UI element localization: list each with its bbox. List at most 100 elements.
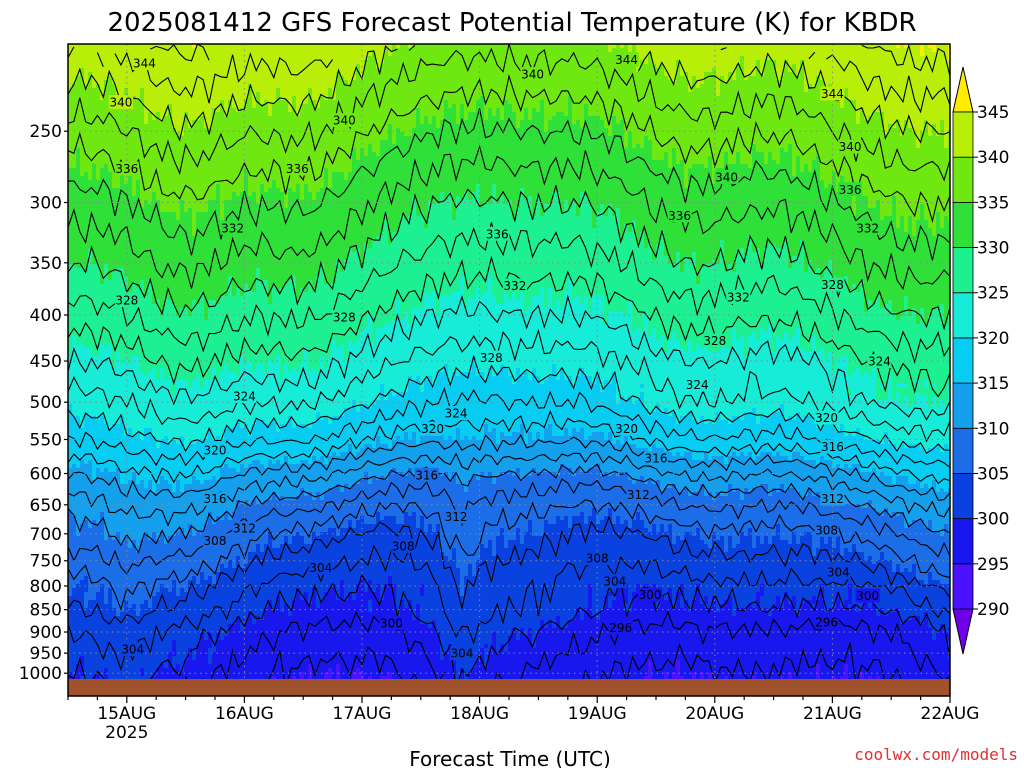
contour-label: 336 [839,183,862,197]
y-tick-label: 750 [30,552,62,572]
colorbar-label: 340 [977,148,1009,168]
x-tick-label: 22AUG [921,704,980,724]
colorbar-label: 300 [977,510,1009,530]
y-tick-label: 900 [30,623,62,643]
contour-label: 336 [486,227,509,241]
contour-label: 308 [586,552,609,566]
x-tick-label: 19AUG [568,704,627,724]
contour-line-302 [68,544,950,672]
contour-label: 308 [204,534,227,548]
x-tick-label: 20AUG [685,704,744,724]
contour-label: 344 [821,87,844,101]
colorbar-swatch [952,382,974,429]
colorbar-swatch [952,337,974,384]
contour-label: 340 [839,140,862,154]
contour-label: 304 [309,561,332,575]
colorbar-swatch [952,473,974,520]
contour-line-322 [68,328,950,443]
contour-line-344 [150,44,950,77]
contour-line-314 [68,433,950,501]
y-tick-label: 950 [30,644,62,664]
contour-line-320 [68,354,950,454]
colorbar-label: 325 [977,284,1009,304]
colorbar-label: 315 [977,374,1009,394]
contour-label: 340 [333,114,356,128]
contour-label: 340 [521,68,544,82]
contour-label: 328 [821,278,844,292]
colorbar-swatch [952,156,974,203]
contour-label: 320 [204,444,227,458]
contour-label: 300 [639,588,662,602]
contour-line-316 [68,410,950,485]
y-tick-label: 550 [30,430,62,450]
contour-label: 304 [451,647,474,661]
x-tick-label: 15AUG [97,704,156,724]
y-tick-label: 350 [30,254,62,274]
contour-label: 328 [480,351,503,365]
contour-label: 316 [204,492,227,506]
contour-label: 336 [668,209,691,223]
y-tick-label: 450 [30,352,62,372]
colorbar-label: 330 [977,239,1009,259]
contour-label: 296 [815,615,838,629]
contour-label: 344 [133,57,156,71]
grid-layer [68,44,950,696]
contour-label: 332 [503,279,526,293]
y-tick-label: 850 [30,601,62,621]
contour-label: 324 [686,378,709,392]
colorbar-label: 320 [977,329,1009,349]
y-tick-label: 300 [30,194,62,214]
contour-label: 320 [421,422,444,436]
contour-line-306 [68,499,950,612]
contour-label: 304 [121,643,144,657]
y-tick-label: 600 [30,465,62,485]
x-tick-label: 21AUG [803,704,862,724]
colorbar-swatch [952,518,974,565]
contour-line-334 [68,108,950,261]
contour-line-336 [68,73,950,224]
contour-label: 336 [115,162,138,176]
contour-label: 300 [856,589,879,603]
contour-label: 304 [603,575,626,589]
contour-label: 316 [415,468,438,482]
contour-label: 312 [445,510,468,524]
contour-line-304 [68,515,950,625]
contour-label: 300 [380,617,403,631]
x-tick-label: 18AUG [450,704,509,724]
contour-label: 316 [645,452,668,466]
contour-line-330 [68,185,950,331]
x-tick-label: 16AUG [215,704,274,724]
contour-label: 344 [615,53,638,67]
contour-line-310 [68,463,950,554]
contour-label: 320 [815,411,838,425]
colorbar-label: 310 [977,419,1009,439]
contour-label: 312 [233,522,256,536]
contour-label: 332 [727,290,750,304]
ground-strip [68,679,950,696]
contour-label: 308 [815,523,838,537]
contour-label: 320 [615,422,638,436]
colorbar-label: 345 [977,103,1009,123]
contour-label: 332 [221,221,244,235]
contour-label: 324 [868,355,891,369]
contour-label: 308 [392,539,415,553]
y-tick-label: 800 [30,577,62,597]
contour-line-342 [68,46,950,114]
x-axis-title: Forecast Time (UTC) [409,747,611,768]
contour-label: 312 [627,488,650,502]
contour-label: 316 [821,440,844,454]
contour-label: 340 [109,96,132,110]
contour-label: 296 [609,621,632,635]
contour-label: 332 [856,221,879,235]
chart-title: 2025081412 GFS Forecast Potential Temper… [107,8,916,38]
contour-label-layer: 344 340 336 332 328 336 340 328 324 320 316 312 308 3… [108,52,892,661]
x-tick-label: 17AUG [333,704,392,724]
colorbar-label: 335 [977,193,1009,213]
y-tick-label: 500 [30,393,62,413]
x-axis: 15AUG 16AUG 17AUG 18AUG 19AUG 20AUG 21AUG 22AUG… [67,696,980,743]
colorbar-swatch [952,201,974,248]
colorbar-swatch [952,563,974,610]
site-credit[interactable]: coolwx.com/models [854,745,1018,764]
plot-area: 344 340 336 332 328 336 340 328 324 320 316 312 308 3… [68,44,950,696]
